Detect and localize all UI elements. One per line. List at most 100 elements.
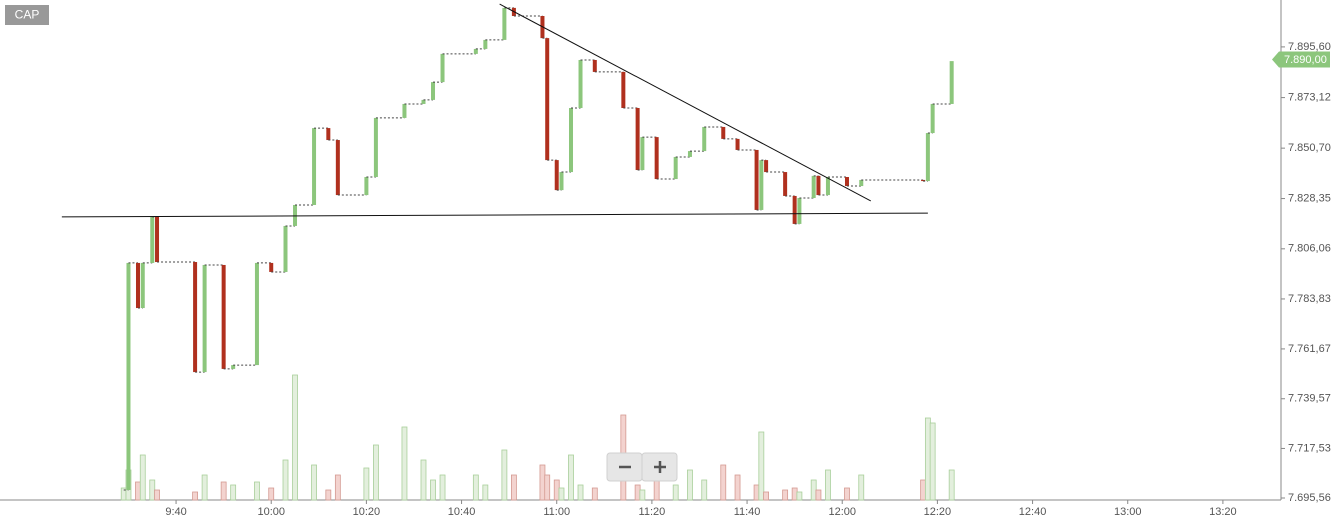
volume-bar: [149, 479, 156, 501]
volume-bar: [472, 474, 479, 501]
price-bar: [421, 99, 426, 104]
price-bar: [735, 138, 740, 150]
volume-bar: [825, 469, 831, 501]
volume-bar: [639, 489, 646, 501]
price-bar: [373, 117, 378, 178]
price-bar: [126, 262, 131, 491]
volume-bar: [430, 479, 436, 501]
price-bar: [949, 61, 954, 104]
y-tick-label: 7.850,70: [1288, 142, 1331, 154]
price-bar: [825, 177, 830, 196]
volume-bar: [401, 426, 408, 501]
trend-line: [61, 212, 928, 218]
trend-line: [499, 3, 872, 202]
price-bar: [621, 71, 626, 109]
volume-bar: [139, 454, 146, 501]
price-bar: [811, 175, 816, 198]
volume-bar: [720, 464, 727, 501]
price-bar: [592, 59, 597, 72]
x-tick-label: 12:20: [924, 506, 952, 518]
volume-bar: [782, 489, 789, 501]
volume-bar: [511, 474, 517, 501]
volume-bar: [687, 469, 693, 501]
volume-bar: [420, 459, 427, 501]
volume-bar: [334, 474, 341, 501]
volume-bar: [282, 459, 289, 501]
price-bar: [702, 126, 707, 152]
x-tick-label: 13:20: [1209, 506, 1237, 518]
volume-bar: [135, 481, 141, 501]
price-bar: [135, 262, 140, 309]
volume-bar: [634, 484, 641, 501]
x-tick-label: 10:00: [257, 506, 285, 518]
price-bar: [797, 197, 802, 224]
price-bar: [231, 365, 236, 369]
price-bar: [764, 160, 769, 173]
title-badge: [5, 5, 49, 25]
price-bar: [654, 137, 659, 180]
price-bar: [578, 59, 583, 109]
price-bar: [721, 126, 726, 139]
price-bar: [483, 39, 488, 49]
price-bar: [554, 160, 559, 191]
price-bar: [193, 262, 198, 373]
x-tick-label: 11:40: [734, 506, 761, 518]
volume-bar: [753, 484, 760, 501]
price-bar: [473, 48, 478, 54]
volume-bar: [591, 487, 598, 501]
volume-bar: [701, 479, 708, 501]
price-bar: [844, 177, 849, 187]
volume-bar: [154, 489, 160, 501]
volume-bar: [201, 474, 208, 501]
price-bar: [859, 179, 864, 187]
volume-bar: [363, 467, 370, 501]
volume-bar: [948, 469, 955, 501]
volume-bar: [373, 444, 379, 501]
price-bar: [759, 160, 764, 210]
volume-bar: [311, 464, 317, 501]
price-bar: [673, 156, 678, 180]
y-tick-label: 7.717,53: [1288, 442, 1331, 454]
last-price-tag: [1272, 51, 1330, 68]
price-bar: [635, 108, 640, 171]
chart-title: CAP: [15, 8, 40, 22]
price-bar: [792, 195, 797, 224]
price-bar: [402, 103, 407, 118]
y-tick-label: 7.761,67: [1288, 343, 1331, 355]
volume-bar: [439, 474, 446, 501]
volume-bar: [539, 464, 546, 501]
price-bar: [140, 262, 145, 309]
volume-bar: [501, 449, 508, 501]
price-bar: [930, 103, 935, 134]
volume-bar: [791, 487, 798, 501]
volume-bar: [672, 484, 679, 501]
y-tick-label: 7.783,83: [1288, 293, 1331, 305]
price-bar: [502, 7, 507, 40]
y-tick-label: 7.695,56: [1288, 492, 1331, 504]
y-tick-label: 7.895,60: [1288, 41, 1331, 53]
price-bar: [559, 172, 564, 191]
price-bar: [687, 151, 692, 157]
volume-bar: [292, 374, 298, 501]
y-tick-label: 7.873,12: [1288, 92, 1331, 104]
price-bar: [202, 264, 207, 373]
volume-bar: [810, 479, 817, 501]
price-bar: [921, 179, 926, 182]
price-bar: [326, 128, 331, 141]
last-price-label: 7.890,00: [1284, 54, 1327, 66]
price-bar: [312, 128, 317, 205]
price-bar: [335, 140, 340, 196]
zoom-control: [606, 452, 678, 482]
volume-bar: [858, 474, 865, 501]
volume-bar: [482, 484, 489, 501]
volume-bar: [815, 489, 822, 501]
volume-bar: [929, 422, 936, 501]
y-tick-label: 7.739,57: [1288, 393, 1331, 405]
y-tick-label: 7.828,35: [1288, 192, 1331, 204]
x-tick-label: 10:20: [353, 506, 381, 518]
price-bar: [925, 133, 930, 182]
price-bar: [221, 264, 226, 369]
volume-bar: [254, 481, 260, 501]
volume-bar: [268, 487, 275, 501]
